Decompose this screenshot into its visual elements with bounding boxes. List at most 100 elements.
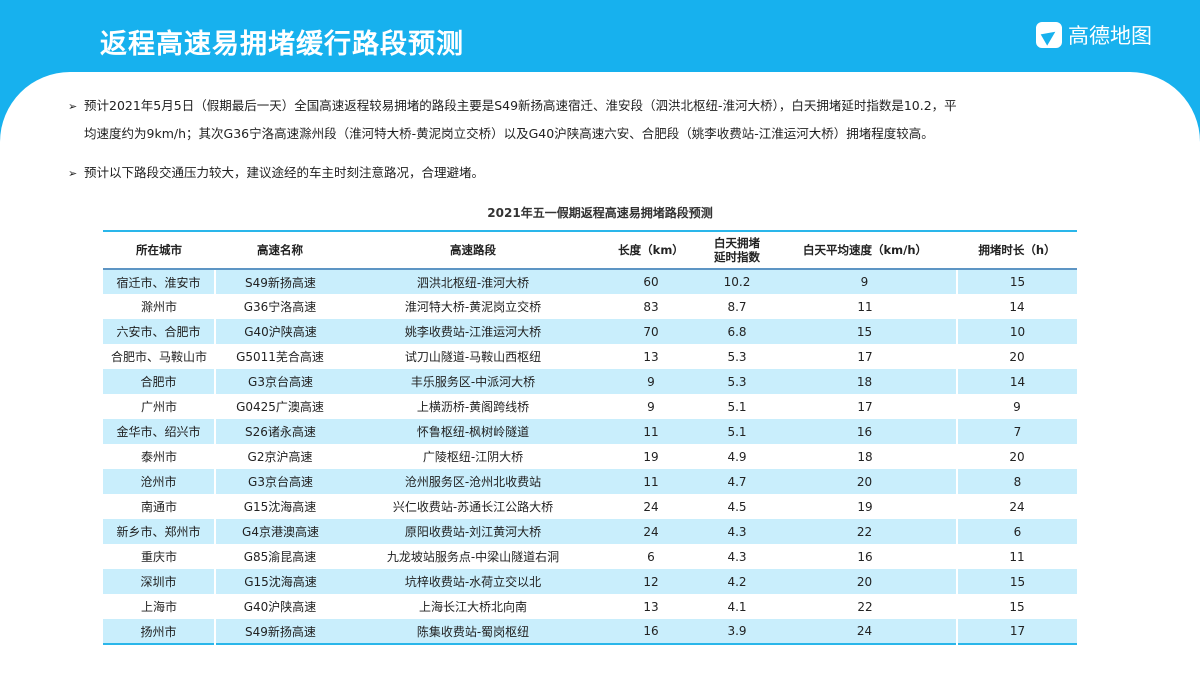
paragraph-text: 预计2021年5月5日（假期最后一天）全国高速返程较易拥堵的路段主要是S49新扬… — [84, 98, 957, 113]
table-cell: 9 — [647, 399, 655, 414]
table-cell: G36宁洛高速 — [243, 300, 317, 314]
table-row: 沧州市 G3京台高速 沧州服务区-沧州北收费站 11 4.7 20 8 — [103, 469, 1077, 494]
table-cell: 坑梓收费站-水荷立交以北 — [345, 569, 601, 594]
table-cell: 17 — [857, 349, 873, 364]
table-cell: 六安市、合肥市 — [103, 319, 216, 344]
table-cell: G2京沪高速 — [247, 450, 313, 464]
table-cell: 上横沥桥-黄阁跨线桥 — [416, 400, 530, 414]
table-cell: 70 — [601, 319, 701, 344]
summary-paragraph: ➢ 预计2021年5月5日（假期最后一天）全国高速返程较易拥堵的路段主要是S49新… — [68, 92, 1148, 147]
table-row: 重庆市 G85渝昆高速 九龙坡站服务点-中梁山隧道右洞 6 4.3 16 11 — [103, 544, 1077, 569]
table-cell: G5011芜合高速 — [236, 350, 324, 364]
table-cell: 滁州市 — [140, 300, 177, 314]
table-cell: 24 — [601, 519, 701, 544]
column-header: 白天平均速度（km/h） — [773, 231, 957, 270]
table-cell: 8 — [957, 469, 1077, 494]
table-cell: 7 — [957, 419, 1077, 444]
column-header: 高速名称 — [215, 231, 345, 270]
table-cell: 14 — [957, 369, 1077, 394]
table-cell: 11 — [601, 419, 701, 444]
table-cell: 20 — [1009, 449, 1025, 464]
table-cell: G40沪陕高速 — [243, 600, 317, 614]
logo-text: 高德地图 — [1068, 24, 1152, 48]
table-cell: 8.7 — [727, 299, 747, 314]
table-cell: 16 — [857, 549, 873, 564]
column-header: 白天拥堵 延时指数 — [701, 231, 773, 270]
advice-paragraph: ➢ 预计以下路段交通压力较大，建议途经的车主时刻注意路况，合理避堵。 — [68, 159, 1148, 187]
table-cell: 17 — [957, 619, 1077, 644]
table-cell: 24 — [643, 499, 659, 514]
paragraph-text: 预计以下路段交通压力较大，建议途经的车主时刻注意路况，合理避堵。 — [84, 165, 485, 180]
table-cell: 19 — [857, 499, 873, 514]
table-cell: 83 — [643, 299, 659, 314]
table-row: 扬州市 S49新扬高速 陈集收费站-蜀岗枢纽 16 3.9 24 17 — [103, 619, 1077, 644]
table-cell: G0425广澳高速 — [236, 400, 324, 414]
table-cell: S49新扬高速 — [215, 619, 345, 644]
table-cell: 4.3 — [727, 549, 747, 564]
table-cell: 陈集收费站-蜀岗枢纽 — [345, 619, 601, 644]
table-row: 六安市、合肥市 G40沪陕高速 姚李收费站-江淮运河大桥 70 6.8 15 10 — [103, 319, 1077, 344]
table-cell: 18 — [773, 369, 958, 394]
table-cell: 试刀山隧道-马鞍山西枢纽 — [404, 350, 542, 364]
column-header: 拥堵时长（h） — [957, 231, 1077, 270]
table-cell: 5.1 — [727, 399, 747, 414]
table-row: 上海市 G40沪陕高速 上海长江大桥北向南 13 4.1 22 15 — [103, 594, 1077, 619]
table-cell: 4.1 — [727, 599, 747, 614]
table-cell: 沧州市 — [103, 469, 216, 494]
table-row: 南通市 G15沈海高速 兴仁收费站-苏通长江公路大桥 24 4.5 19 24 — [103, 494, 1077, 519]
table-cell: 19 — [643, 449, 659, 464]
table-cell: 15 — [1009, 599, 1025, 614]
table-cell: 13 — [643, 349, 659, 364]
table-cell: 17 — [857, 399, 873, 414]
table-cell: 泰州市 — [140, 450, 177, 464]
table-cell: 5.1 — [701, 419, 773, 444]
column-header: 所在城市 — [103, 231, 215, 270]
table-cell: 重庆市 — [140, 550, 177, 564]
table-cell: 22 — [857, 599, 873, 614]
table-cell: 沧州服务区-沧州北收费站 — [345, 469, 601, 494]
bullet-arrow-icon: ➢ — [68, 167, 78, 180]
table-cell: 合肥市、马鞍山市 — [110, 350, 207, 364]
table-cell: G3京台高速 — [215, 469, 345, 494]
table-cell: G85渝昆高速 — [243, 550, 317, 564]
table-cell: S49新扬高速 — [215, 269, 345, 294]
column-header: 高速路段 — [345, 231, 601, 270]
table-cell: 4.7 — [701, 469, 773, 494]
table-row: 滁州市 G36宁洛高速 淮河特大桥-黄泥岗立交桥 83 8.7 11 14 — [103, 294, 1077, 319]
table-cell: G4京港澳高速 — [215, 519, 345, 544]
table-cell: 6.8 — [701, 319, 773, 344]
table-cell: 金华市、绍兴市 — [103, 419, 216, 444]
table-cell: 12 — [601, 569, 701, 594]
amap-logo-icon — [1036, 22, 1062, 48]
table-cell: 20 — [773, 469, 958, 494]
table-cell: 13 — [643, 599, 659, 614]
congestion-table: 所在城市 高速名称 高速路段 长度（km） 白天拥堵 延时指数 白天平均速度（km/h）拥… — [103, 230, 1077, 645]
table-cell: 16 — [601, 619, 701, 644]
table-cell: 15 — [773, 319, 958, 344]
table-cell: 60 — [601, 269, 701, 294]
table-row: 深圳市 G15沈海高速 坑梓收费站-水荷立交以北 12 4.2 20 15 — [103, 569, 1077, 594]
table-cell: 10 — [957, 319, 1077, 344]
table-cell: 15 — [957, 269, 1077, 294]
table-cell: 广州市 — [140, 400, 177, 414]
table-caption: 2021年五一假期返程高速易拥堵路段预测 — [487, 206, 713, 220]
table-cell: 泗洪北枢纽-淮河大桥 — [345, 269, 601, 294]
table-cell: 广陵枢纽-江阴大桥 — [422, 450, 524, 464]
table-cell: 24 — [773, 619, 958, 644]
table-cell: 兴仁收费站-苏通长江公路大桥 — [392, 500, 554, 514]
table-row: 新乡市、郑州市 G4京港澳高速 原阳收费站-刘江黄河大桥 24 4.3 22 6 — [103, 519, 1077, 544]
table-cell: 4.9 — [727, 449, 747, 464]
table-cell: 11 — [857, 299, 873, 314]
table-cell: G15沈海高速 — [215, 569, 345, 594]
table-row: 广州市 G0425广澳高速 上横沥桥-黄阁跨线桥 9 5.1 17 9 — [103, 394, 1077, 419]
table-cell: 5.3 — [727, 349, 747, 364]
page-title: 返程高速易拥堵缓行路段预测 — [100, 29, 464, 60]
table-cell: 15 — [957, 569, 1077, 594]
table-cell: 22 — [773, 519, 958, 544]
table-row: 合肥市 G3京台高速 丰乐服务区-中派河大桥 9 5.3 18 14 — [103, 369, 1077, 394]
table-cell: 9 — [1013, 399, 1021, 414]
table-cell: G3京台高速 — [215, 369, 345, 394]
table-cell: G40沪陕高速 — [215, 319, 345, 344]
table-cell: 9 — [773, 269, 958, 294]
table-cell: 10.2 — [701, 269, 773, 294]
